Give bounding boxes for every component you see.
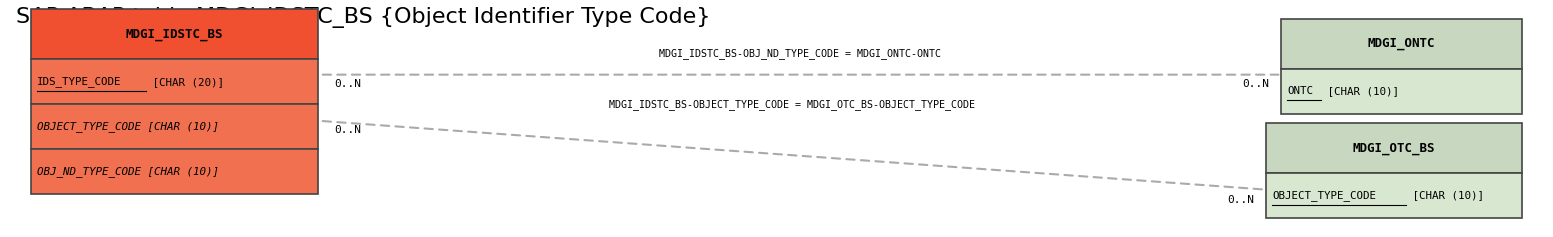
Bar bbox=[1281, 19, 1522, 69]
Text: [CHAR (10)]: [CHAR (10)] bbox=[1322, 86, 1399, 96]
Text: 0..N: 0..N bbox=[1242, 79, 1269, 89]
Bar bbox=[1281, 69, 1522, 114]
Bar bbox=[31, 149, 318, 194]
Text: OBJECT_TYPE_CODE: OBJECT_TYPE_CODE bbox=[1272, 190, 1376, 201]
Text: MDGI_IDSTC_BS-OBJECT_TYPE_CODE = MDGI_OTC_BS-OBJECT_TYPE_CODE: MDGI_IDSTC_BS-OBJECT_TYPE_CODE = MDGI_OT… bbox=[609, 99, 975, 110]
Bar bbox=[31, 59, 318, 104]
Text: [CHAR (20)]: [CHAR (20)] bbox=[146, 77, 224, 87]
Text: OBJECT_TYPE_CODE [CHAR (10)]: OBJECT_TYPE_CODE [CHAR (10)] bbox=[37, 121, 219, 132]
Text: ONTC: ONTC bbox=[1287, 86, 1314, 96]
Text: IDS_TYPE_CODE: IDS_TYPE_CODE bbox=[37, 76, 121, 87]
Text: 0..N: 0..N bbox=[334, 79, 360, 89]
Text: MDGI_ONTC: MDGI_ONTC bbox=[1368, 37, 1435, 50]
Bar bbox=[1266, 123, 1522, 173]
Text: OBJ_ND_TYPE_CODE [CHAR (10)]: OBJ_ND_TYPE_CODE [CHAR (10)] bbox=[37, 166, 219, 177]
Text: MDGI_IDSTC_BS: MDGI_IDSTC_BS bbox=[126, 28, 224, 41]
Text: MDGI_IDSTC_BS-OBJ_ND_TYPE_CODE = MDGI_ONTC-ONTC: MDGI_IDSTC_BS-OBJ_ND_TYPE_CODE = MDGI_ON… bbox=[658, 48, 941, 59]
Bar bbox=[31, 9, 318, 59]
Text: ONTC: ONTC bbox=[1287, 86, 1314, 96]
Text: OBJECT_TYPE_CODE: OBJECT_TYPE_CODE bbox=[1272, 190, 1376, 201]
Bar bbox=[31, 104, 318, 149]
Text: 0..N: 0..N bbox=[334, 125, 360, 135]
Text: IDS_TYPE_CODE: IDS_TYPE_CODE bbox=[37, 76, 121, 87]
Text: SAP ABAP table MDGI_IDSTC_BS {Object Identifier Type Code}: SAP ABAP table MDGI_IDSTC_BS {Object Ide… bbox=[16, 7, 710, 28]
Text: 0..N: 0..N bbox=[1227, 195, 1253, 205]
Bar bbox=[1266, 173, 1522, 218]
Text: [CHAR (10)]: [CHAR (10)] bbox=[1405, 191, 1485, 201]
Text: MDGI_OTC_BS: MDGI_OTC_BS bbox=[1353, 142, 1435, 155]
